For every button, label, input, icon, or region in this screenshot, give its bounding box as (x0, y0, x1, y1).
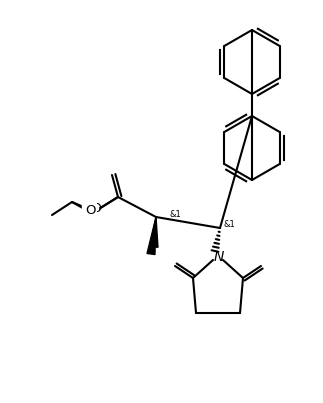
Text: &1: &1 (169, 210, 181, 219)
Text: O: O (85, 204, 95, 216)
Text: O: O (91, 202, 101, 216)
Polygon shape (147, 217, 156, 255)
Text: N: N (214, 250, 224, 264)
Bar (82, 201, 98, 217)
Text: &1: &1 (224, 220, 236, 229)
Polygon shape (150, 217, 158, 247)
